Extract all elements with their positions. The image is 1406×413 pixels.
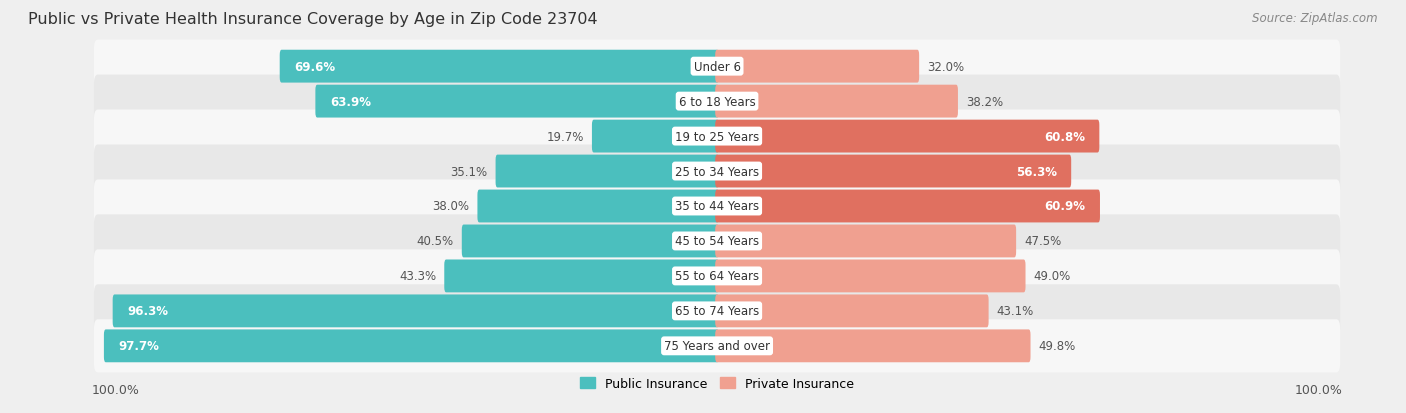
Text: 100.0%: 100.0%	[1295, 384, 1343, 396]
Text: 45 to 54 Years: 45 to 54 Years	[675, 235, 759, 248]
Text: 38.0%: 38.0%	[432, 200, 470, 213]
Text: 6 to 18 Years: 6 to 18 Years	[679, 95, 755, 108]
Text: 55 to 64 Years: 55 to 64 Years	[675, 270, 759, 283]
FancyBboxPatch shape	[94, 285, 1340, 338]
Text: 43.1%: 43.1%	[997, 305, 1033, 318]
Text: 25 to 34 Years: 25 to 34 Years	[675, 165, 759, 178]
Text: 35 to 44 Years: 35 to 44 Years	[675, 200, 759, 213]
FancyBboxPatch shape	[94, 75, 1340, 128]
Text: 38.2%: 38.2%	[966, 95, 1004, 108]
Text: 69.6%: 69.6%	[294, 61, 335, 74]
FancyBboxPatch shape	[94, 250, 1340, 303]
FancyBboxPatch shape	[716, 155, 1071, 188]
Text: 49.8%: 49.8%	[1039, 339, 1076, 352]
FancyBboxPatch shape	[94, 180, 1340, 233]
FancyBboxPatch shape	[592, 120, 718, 153]
FancyBboxPatch shape	[716, 190, 1099, 223]
FancyBboxPatch shape	[104, 330, 718, 362]
FancyBboxPatch shape	[716, 260, 1025, 293]
Text: 65 to 74 Years: 65 to 74 Years	[675, 305, 759, 318]
Text: 32.0%: 32.0%	[928, 61, 965, 74]
FancyBboxPatch shape	[716, 51, 920, 83]
FancyBboxPatch shape	[716, 120, 1099, 153]
FancyBboxPatch shape	[716, 295, 988, 328]
Text: 19.7%: 19.7%	[547, 130, 583, 143]
Text: 49.0%: 49.0%	[1033, 270, 1071, 283]
FancyBboxPatch shape	[716, 225, 1017, 258]
Text: 63.9%: 63.9%	[330, 95, 371, 108]
Text: Public vs Private Health Insurance Coverage by Age in Zip Code 23704: Public vs Private Health Insurance Cover…	[28, 12, 598, 27]
FancyBboxPatch shape	[112, 295, 718, 328]
FancyBboxPatch shape	[94, 110, 1340, 163]
FancyBboxPatch shape	[461, 225, 718, 258]
Text: 97.7%: 97.7%	[118, 339, 159, 352]
Legend: Public Insurance, Private Insurance: Public Insurance, Private Insurance	[575, 372, 859, 395]
FancyBboxPatch shape	[444, 260, 718, 293]
Text: 96.3%: 96.3%	[127, 305, 169, 318]
FancyBboxPatch shape	[94, 215, 1340, 268]
Text: 100.0%: 100.0%	[91, 384, 139, 396]
FancyBboxPatch shape	[280, 51, 718, 83]
FancyBboxPatch shape	[94, 40, 1340, 93]
FancyBboxPatch shape	[478, 190, 718, 223]
FancyBboxPatch shape	[94, 320, 1340, 373]
Text: 75 Years and over: 75 Years and over	[664, 339, 770, 352]
Text: 43.3%: 43.3%	[399, 270, 436, 283]
FancyBboxPatch shape	[716, 330, 1031, 362]
Text: Source: ZipAtlas.com: Source: ZipAtlas.com	[1253, 12, 1378, 25]
Text: 56.3%: 56.3%	[1015, 165, 1057, 178]
FancyBboxPatch shape	[315, 85, 718, 118]
Text: 60.8%: 60.8%	[1043, 130, 1085, 143]
Text: 47.5%: 47.5%	[1024, 235, 1062, 248]
Text: 40.5%: 40.5%	[416, 235, 454, 248]
Text: 60.9%: 60.9%	[1045, 200, 1085, 213]
Text: 35.1%: 35.1%	[450, 165, 488, 178]
FancyBboxPatch shape	[94, 145, 1340, 198]
Text: 19 to 25 Years: 19 to 25 Years	[675, 130, 759, 143]
FancyBboxPatch shape	[495, 155, 718, 188]
Text: Under 6: Under 6	[693, 61, 741, 74]
FancyBboxPatch shape	[716, 85, 957, 118]
